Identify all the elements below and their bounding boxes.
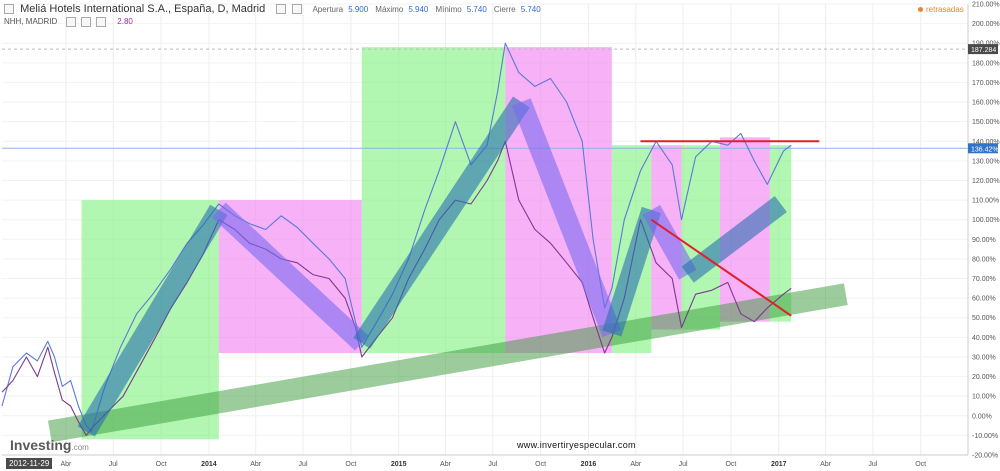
y-tick-label: 160.00% (972, 100, 1000, 107)
x-tick-label: Oct (535, 461, 546, 468)
x-tick-label: Jul (109, 461, 118, 468)
y-tick-label: 90.00% (972, 237, 996, 244)
low-label: Mínimo (435, 5, 462, 14)
indicator-label: NHH, MADRID (4, 17, 58, 27)
high-label: Máximo (375, 5, 404, 14)
indicator-hide-icon[interactable] (80, 17, 91, 27)
indicator-close-icon[interactable] (96, 17, 107, 27)
y-tick-label: 150.00% (972, 119, 1000, 126)
up-swing-band (681, 196, 787, 283)
trend-channel (47, 283, 848, 443)
investing-logo: Investing.com (10, 437, 89, 453)
collapse-toggle[interactable] (4, 4, 14, 15)
settings-icon[interactable] (276, 4, 287, 15)
indicator-row: NHH, MADRID 2.80 (4, 17, 133, 27)
indicator-settings-icon[interactable] (65, 17, 76, 27)
x-tick-label: Abr (250, 461, 262, 468)
y-tick-label: 0.00% (972, 413, 992, 420)
y-tick-label: 110.00% (972, 198, 999, 205)
up-swing-band (602, 206, 661, 337)
up-swing-band (77, 204, 228, 437)
x-tick-label: Jul (679, 461, 688, 468)
y-tick-label: 100.00% (972, 217, 1000, 224)
price-badge (968, 44, 998, 55)
indicator-value: 2.80 (117, 17, 133, 27)
y-tick-label: 30.00% (972, 354, 996, 361)
falling-trend-line (650, 218, 792, 317)
start-date-badge: 2012-11-29 (6, 458, 53, 469)
x-tick-label: Oct (156, 461, 167, 468)
x-tick-label: Jul (299, 461, 308, 468)
x-tick-label: 2017 (771, 461, 787, 468)
logo-main: Investing (10, 437, 72, 453)
y-axis: -20.00% -10.00% 0.00% 10.00% 20.00% 30.00% 40.… (967, 2, 1000, 460)
x-tick-label: Abr (440, 461, 452, 468)
close-label: Cierre (493, 5, 516, 14)
y-tick-label: 210.00% (972, 2, 1000, 9)
drawn-lines (640, 140, 820, 317)
x-tick-label: Abr (60, 461, 72, 468)
y-tick-label: 70.00% (972, 276, 996, 283)
instrument-row: Meliá Hotels International S.A., España,… (4, 3, 541, 15)
website-watermark: www.invertiryespecular.com (517, 440, 636, 450)
chart-header: Meliá Hotels International S.A., España,… (0, 0, 960, 30)
y-tick-label: -10.00% (972, 433, 998, 440)
down-swing-band (642, 204, 697, 280)
y-tick-label: 80.00% (972, 256, 996, 263)
high-value: 5.940 (408, 5, 429, 14)
down-swing-band (512, 98, 622, 338)
x-tick-label: 2015 (391, 461, 407, 468)
delayed-indicator: retrasadas (918, 5, 964, 14)
y-tick-label: 20.00% (972, 374, 996, 381)
y-tick-label: 170.00% (972, 80, 1000, 87)
y-tick-label: 50.00% (972, 315, 996, 322)
x-tick-label: Jul (868, 461, 877, 468)
x-tick-label: Abr (630, 461, 642, 468)
open-label: Apertura (312, 5, 344, 14)
y-tick-label: 180.00% (972, 60, 1000, 67)
x-tick-label: Oct (725, 461, 736, 468)
down-swing-band (211, 202, 369, 351)
price-badge-label: 187.284 (971, 47, 996, 54)
trend-channel-layer (47, 283, 848, 443)
delayed-label: retrasadas (926, 5, 964, 14)
x-tick-label: Abr (820, 461, 832, 468)
delayed-dot-icon (918, 7, 923, 13)
y-tick-label: 130.00% (972, 158, 1000, 165)
x-tick-label: Jul (488, 461, 497, 468)
open-value: 5.900 (348, 5, 369, 14)
price-badge (968, 143, 998, 154)
rise-zone (681, 145, 721, 330)
up-swing-band (353, 96, 530, 349)
swing-bands (77, 96, 787, 437)
y-tick-label: -20.00% (972, 453, 998, 460)
close-value: 5.740 (520, 5, 541, 14)
x-tick-label: Oct (345, 461, 356, 468)
y-tick-label: 140.00% (972, 139, 1000, 146)
y-tick-label: 200.00% (972, 21, 1000, 28)
logo-suffix: .com (71, 443, 89, 452)
x-tick-label: 2014 (201, 461, 217, 468)
instrument-title: Meliá Hotels International S.A., España,… (20, 3, 266, 15)
y-tick-label: 10.00% (972, 394, 996, 401)
y-tick-label: 60.00% (972, 296, 996, 303)
low-value: 5.740 (466, 5, 487, 14)
x-tick-label: Oct (915, 461, 926, 468)
x-axis: Abr Jul Oct 2014 Abr Jul Oct 2015 Abr Jul Oct 2016 A… (2, 454, 968, 468)
y-tick-label: 40.00% (972, 335, 996, 342)
close-icon[interactable] (292, 4, 303, 15)
rise-zone (769, 145, 792, 322)
price-badge-label: 136.42% (971, 146, 999, 153)
price-badges: 187.284 136.42% (968, 44, 999, 154)
y-tick-label: 120.00% (972, 178, 1000, 185)
x-tick-label: 2016 (581, 461, 597, 468)
